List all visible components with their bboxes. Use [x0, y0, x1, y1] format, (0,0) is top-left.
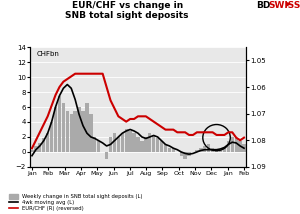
Bar	[124, 129, 128, 152]
Text: SWISS: SWISS	[268, 1, 300, 10]
Bar	[66, 111, 69, 152]
Bar	[85, 103, 88, 152]
Bar	[242, 144, 246, 152]
Bar	[156, 138, 159, 152]
Bar	[42, 138, 45, 152]
Bar	[121, 133, 124, 152]
Bar	[164, 144, 167, 152]
Bar	[195, 150, 199, 152]
Bar	[58, 96, 61, 152]
Bar	[81, 111, 85, 152]
Bar	[38, 143, 41, 152]
Bar	[128, 131, 132, 152]
Bar	[50, 122, 53, 152]
Bar	[231, 137, 234, 152]
Bar	[117, 137, 120, 152]
Bar	[223, 148, 226, 152]
Bar	[62, 103, 65, 152]
Bar	[136, 137, 140, 152]
Bar	[184, 152, 187, 159]
Bar	[219, 150, 222, 152]
Bar	[168, 148, 171, 152]
Bar	[46, 133, 49, 152]
Text: EUR/CHF vs change in
SNB total sight deposits: EUR/CHF vs change in SNB total sight dep…	[65, 1, 189, 21]
Bar	[238, 141, 242, 152]
Bar	[97, 141, 100, 152]
Bar	[140, 141, 144, 152]
Bar	[105, 152, 108, 159]
Bar	[109, 137, 112, 152]
Bar	[144, 137, 148, 152]
Bar	[199, 148, 203, 152]
Text: BD: BD	[256, 1, 271, 10]
Bar	[215, 150, 218, 152]
Legend: Weekly change in SNB total sight deposits (L), 4wk moving avg (L), EUR/CHF (R) (: Weekly change in SNB total sight deposit…	[9, 194, 143, 211]
Bar	[203, 146, 206, 152]
Bar	[148, 133, 152, 152]
Bar	[227, 141, 230, 152]
Bar	[132, 133, 136, 152]
Text: ▶: ▶	[286, 1, 291, 7]
Bar	[89, 114, 92, 152]
Bar	[152, 135, 155, 152]
Bar	[207, 144, 210, 152]
Bar	[30, 150, 34, 152]
Bar	[113, 133, 116, 152]
Text: CHFbn: CHFbn	[37, 51, 59, 57]
Bar	[235, 138, 238, 152]
Bar	[34, 146, 38, 152]
Bar	[93, 137, 97, 152]
Bar	[74, 111, 77, 152]
Bar	[179, 152, 183, 156]
Bar	[211, 148, 214, 152]
Bar	[70, 114, 73, 152]
Bar	[188, 152, 191, 156]
Bar	[54, 107, 57, 152]
Bar	[160, 141, 163, 152]
Bar	[77, 107, 81, 152]
Bar	[172, 148, 175, 152]
